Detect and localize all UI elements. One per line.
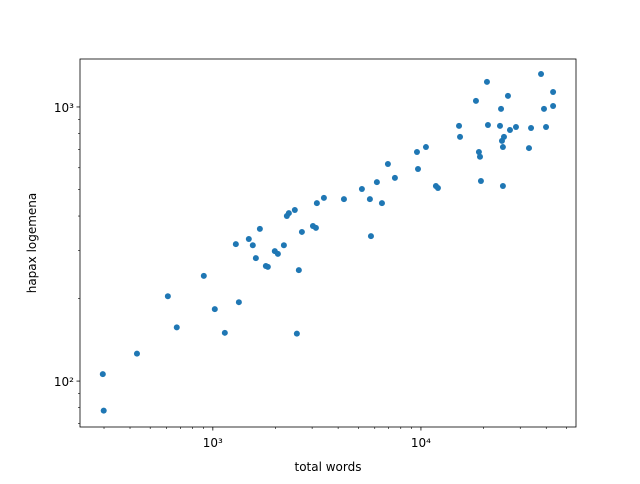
point	[484, 122, 491, 129]
point	[235, 299, 242, 306]
point	[164, 293, 171, 300]
point	[499, 144, 506, 151]
point	[543, 124, 550, 131]
point	[298, 228, 305, 235]
point	[133, 350, 140, 357]
point	[391, 174, 398, 181]
point	[414, 165, 421, 172]
point	[525, 145, 532, 152]
point	[320, 194, 327, 201]
point	[456, 122, 463, 129]
point	[499, 182, 506, 189]
point	[540, 105, 547, 112]
point	[285, 210, 292, 217]
point	[99, 371, 106, 378]
point	[476, 153, 483, 160]
point	[211, 306, 218, 313]
point	[252, 255, 259, 262]
point	[264, 263, 271, 270]
point	[245, 235, 252, 242]
point	[512, 124, 519, 131]
point	[434, 185, 441, 192]
y-tick-label: 10²	[54, 375, 74, 389]
point	[221, 329, 228, 336]
point	[256, 225, 263, 232]
point	[506, 127, 513, 134]
x-tick-label: 10⁴	[411, 436, 431, 450]
point	[249, 242, 256, 249]
point	[422, 144, 429, 151]
point	[293, 330, 300, 337]
x-axis-label: total words	[294, 460, 361, 474]
point	[367, 233, 374, 240]
point	[100, 407, 107, 414]
point	[378, 200, 385, 207]
point	[295, 267, 302, 274]
point	[528, 124, 535, 131]
point	[312, 224, 319, 231]
point	[500, 133, 507, 140]
x-tick-label: 10³	[203, 436, 223, 450]
point	[498, 105, 505, 112]
point	[280, 242, 287, 249]
point	[504, 92, 511, 99]
point	[384, 161, 391, 168]
y-tick-label: 10³	[54, 101, 74, 115]
point	[550, 103, 557, 110]
point	[232, 241, 239, 248]
point	[313, 200, 320, 207]
point	[291, 206, 298, 213]
point	[413, 148, 420, 155]
point	[173, 324, 180, 331]
point	[483, 78, 490, 85]
plot-frame	[79, 58, 577, 428]
point	[472, 97, 479, 104]
point	[373, 179, 380, 186]
y-axis-label: hapax logemena	[25, 193, 39, 294]
point	[496, 122, 503, 129]
point	[340, 196, 347, 203]
point	[475, 148, 482, 155]
point	[477, 177, 484, 184]
point	[200, 272, 207, 279]
point	[366, 196, 373, 203]
point	[550, 88, 557, 95]
point	[538, 70, 545, 77]
point	[358, 186, 365, 193]
point	[274, 250, 281, 257]
point	[457, 133, 464, 140]
